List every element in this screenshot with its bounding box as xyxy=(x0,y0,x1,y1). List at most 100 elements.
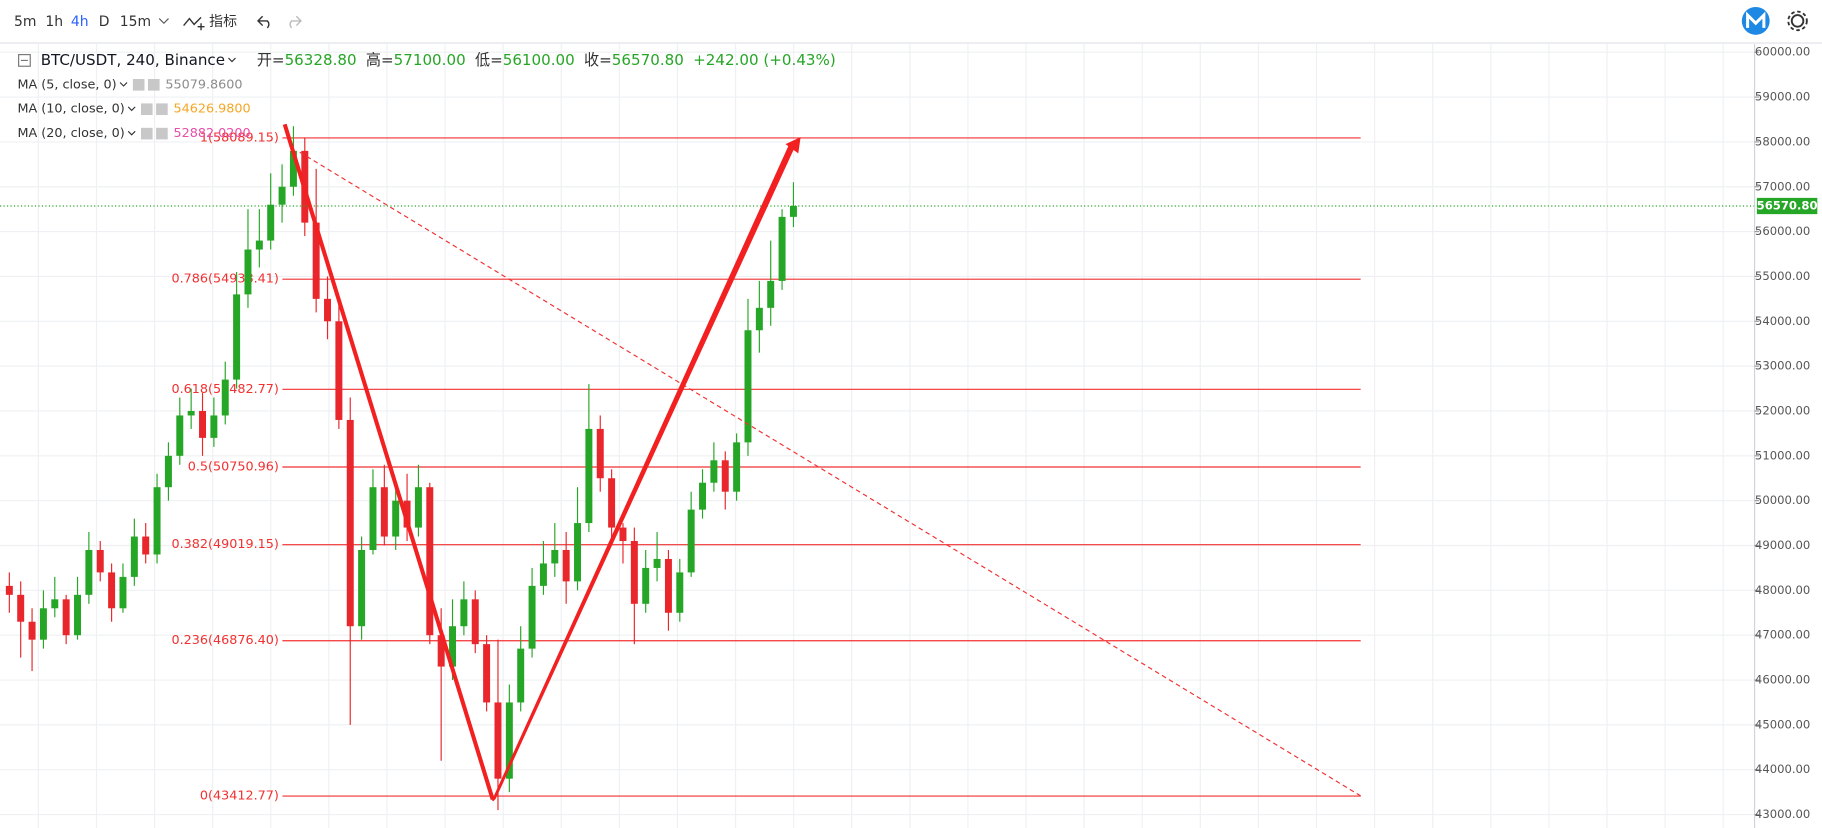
candle-body xyxy=(574,523,582,582)
symbol: BTC/USDT, 240, Binance xyxy=(41,51,225,69)
candle-body xyxy=(528,585,536,649)
ma-visibility[interactable] xyxy=(140,127,153,140)
interval-button[interactable]: 4h xyxy=(71,14,89,30)
ma-name: MA (10, close, 0) xyxy=(17,102,124,117)
ma-legend: MA (5, close, 0) 55079.8600 MA (10, close,… xyxy=(17,77,250,141)
candle-body xyxy=(494,702,502,779)
symbol-chevron[interactable] xyxy=(228,57,236,63)
candle-body xyxy=(380,487,388,537)
candle-body xyxy=(653,558,661,568)
candle-body xyxy=(437,635,445,667)
candle-body xyxy=(221,379,229,416)
interval-button[interactable]: D xyxy=(99,14,110,30)
ohlc: 开= 56328.80 高= 57100.00 低= 56100.00 收= 56570.80… xyxy=(257,51,836,69)
y-tick-label: 44000.00 xyxy=(1755,762,1810,776)
y-tick-label: 56000.00 xyxy=(1755,224,1810,238)
candle-body xyxy=(74,594,82,636)
candle-body xyxy=(369,487,377,550)
candle-body xyxy=(346,419,354,627)
candle-body xyxy=(39,608,47,640)
ma-visibility[interactable] xyxy=(132,79,145,91)
ohlc-label: 低= xyxy=(475,51,503,69)
fib-label: 0(43412.77) xyxy=(200,789,279,804)
fib-label: 0.236(46876.40) xyxy=(171,633,278,648)
interval-button[interactable]: 15m xyxy=(120,14,151,30)
candle-body xyxy=(585,428,593,524)
logo-mark xyxy=(1746,11,1766,28)
ohlc-label: 收= xyxy=(584,51,612,69)
ohlc-value: 57100.00 xyxy=(394,51,466,69)
ma-value: 55079.8600 xyxy=(165,77,242,92)
fib-label: 0.786(54938.41) xyxy=(171,272,278,287)
interval-button[interactable]: 1h xyxy=(45,14,63,30)
ma-remove[interactable] xyxy=(147,79,160,91)
ma-name: MA (20, close, 0) xyxy=(17,126,124,141)
y-tick-label: 48000.00 xyxy=(1755,583,1810,597)
candle-body xyxy=(664,558,672,613)
ohlc-label: 开= xyxy=(257,51,285,69)
candle-body xyxy=(28,621,36,640)
ohlc-label: 高= xyxy=(366,51,394,69)
y-tick-label: 53000.00 xyxy=(1755,359,1810,373)
candle-body xyxy=(710,460,718,483)
candle-body xyxy=(767,280,775,308)
candle-body xyxy=(551,549,559,564)
y-tick-label: 51000.00 xyxy=(1755,448,1810,462)
last-price-label: 56570.80 xyxy=(1757,199,1818,213)
ohlc-value: 56328.80 xyxy=(285,51,357,69)
candle-body xyxy=(267,204,275,241)
candle-body xyxy=(642,567,650,604)
redo[interactable] xyxy=(289,15,302,29)
ma-chevron[interactable] xyxy=(127,106,136,112)
candle-body xyxy=(596,428,604,479)
y-tick-label: 46000.00 xyxy=(1755,673,1810,687)
y-tick-label: 58000.00 xyxy=(1755,134,1810,148)
ma-chevron[interactable] xyxy=(119,82,128,87)
settings[interactable] xyxy=(1790,14,1805,28)
indicator-icon[interactable] xyxy=(183,16,205,31)
candle-body xyxy=(778,216,786,281)
y-tick-label: 45000.00 xyxy=(1755,717,1810,731)
y-tick-label: 59000.00 xyxy=(1755,90,1810,104)
candle-body xyxy=(5,585,13,595)
candle-body xyxy=(289,150,297,187)
candle-body xyxy=(312,222,320,299)
collapse-icon[interactable] xyxy=(18,54,31,67)
y-tick-label: 54000.00 xyxy=(1755,314,1810,328)
candle-body xyxy=(153,487,161,555)
candle-body xyxy=(483,644,491,703)
toolbar xyxy=(0,0,1822,43)
candle-body xyxy=(358,549,366,627)
undo[interactable] xyxy=(257,15,270,29)
ma-chevron[interactable] xyxy=(127,130,136,136)
candle-body xyxy=(676,572,684,613)
indicators-button[interactable]: 指标 xyxy=(209,14,237,30)
candle-body xyxy=(403,500,411,528)
candle-body xyxy=(176,415,184,456)
candle-body xyxy=(187,410,195,416)
down-leg xyxy=(282,123,495,801)
y-tick-label: 52000.00 xyxy=(1755,403,1810,417)
candle-body xyxy=(721,460,729,492)
y-tick-label: 55000.00 xyxy=(1755,269,1810,283)
candle-body xyxy=(62,599,70,636)
ma-remove[interactable] xyxy=(156,127,168,140)
price-axis: 43000.00 44000.00 45000.00 46000.00 47000.00… xyxy=(1753,44,1818,828)
grid xyxy=(0,44,1755,828)
candle-body xyxy=(278,186,286,205)
candle-body xyxy=(755,307,763,331)
chevron[interactable] xyxy=(158,18,169,25)
candle-body xyxy=(96,549,104,573)
ma-visibility[interactable] xyxy=(140,103,153,116)
ma-name: MA (5, close, 0) xyxy=(17,77,116,92)
candle-body xyxy=(517,648,525,703)
candle-body xyxy=(687,509,695,573)
candle-body xyxy=(142,536,150,555)
candle-body xyxy=(733,442,741,492)
interval-button[interactable]: 5m xyxy=(14,14,36,30)
interval-group: 5m 1h 4h D 15m xyxy=(14,14,151,30)
logo[interactable] xyxy=(1741,6,1770,35)
ohlc-value: 56100.00 xyxy=(503,51,575,69)
ma-remove[interactable] xyxy=(156,103,168,116)
